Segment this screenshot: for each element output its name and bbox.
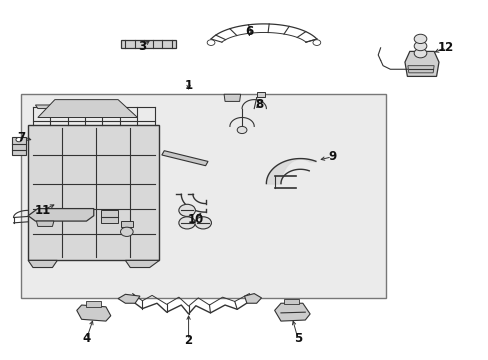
- Polygon shape: [35, 105, 64, 109]
- Text: 8: 8: [254, 99, 263, 112]
- Polygon shape: [407, 66, 433, 73]
- Text: 11: 11: [35, 204, 51, 217]
- Circle shape: [237, 126, 246, 134]
- Polygon shape: [36, 221, 54, 226]
- Polygon shape: [120, 40, 176, 48]
- Polygon shape: [224, 94, 240, 102]
- Polygon shape: [28, 208, 94, 221]
- Text: 5: 5: [293, 333, 302, 346]
- Polygon shape: [162, 151, 207, 166]
- Polygon shape: [28, 260, 57, 267]
- Circle shape: [207, 40, 215, 45]
- Text: 7: 7: [18, 131, 26, 144]
- Circle shape: [312, 40, 320, 45]
- Circle shape: [413, 41, 426, 51]
- Circle shape: [413, 34, 426, 44]
- Polygon shape: [38, 100, 137, 117]
- Text: 3: 3: [138, 40, 146, 53]
- Text: 4: 4: [82, 333, 90, 346]
- Circle shape: [120, 227, 133, 237]
- Text: 12: 12: [437, 41, 453, 54]
- Circle shape: [179, 217, 195, 229]
- Polygon shape: [256, 93, 264, 97]
- Polygon shape: [101, 210, 118, 223]
- Polygon shape: [120, 221, 132, 227]
- Polygon shape: [125, 260, 159, 267]
- Circle shape: [195, 217, 211, 229]
- Text: 1: 1: [184, 79, 192, 92]
- Text: 9: 9: [327, 150, 335, 163]
- Polygon shape: [244, 294, 261, 303]
- Polygon shape: [28, 125, 159, 260]
- Bar: [21, 94, 385, 298]
- Polygon shape: [284, 298, 298, 304]
- Text: 6: 6: [245, 25, 253, 38]
- Polygon shape: [12, 137, 26, 155]
- Polygon shape: [118, 294, 140, 303]
- Polygon shape: [274, 303, 309, 321]
- Polygon shape: [404, 51, 438, 76]
- Polygon shape: [77, 305, 111, 321]
- Circle shape: [179, 204, 195, 216]
- Text: 2: 2: [184, 333, 192, 347]
- Circle shape: [16, 138, 22, 142]
- Circle shape: [413, 49, 426, 58]
- Text: 10: 10: [187, 213, 203, 226]
- Polygon shape: [86, 301, 101, 307]
